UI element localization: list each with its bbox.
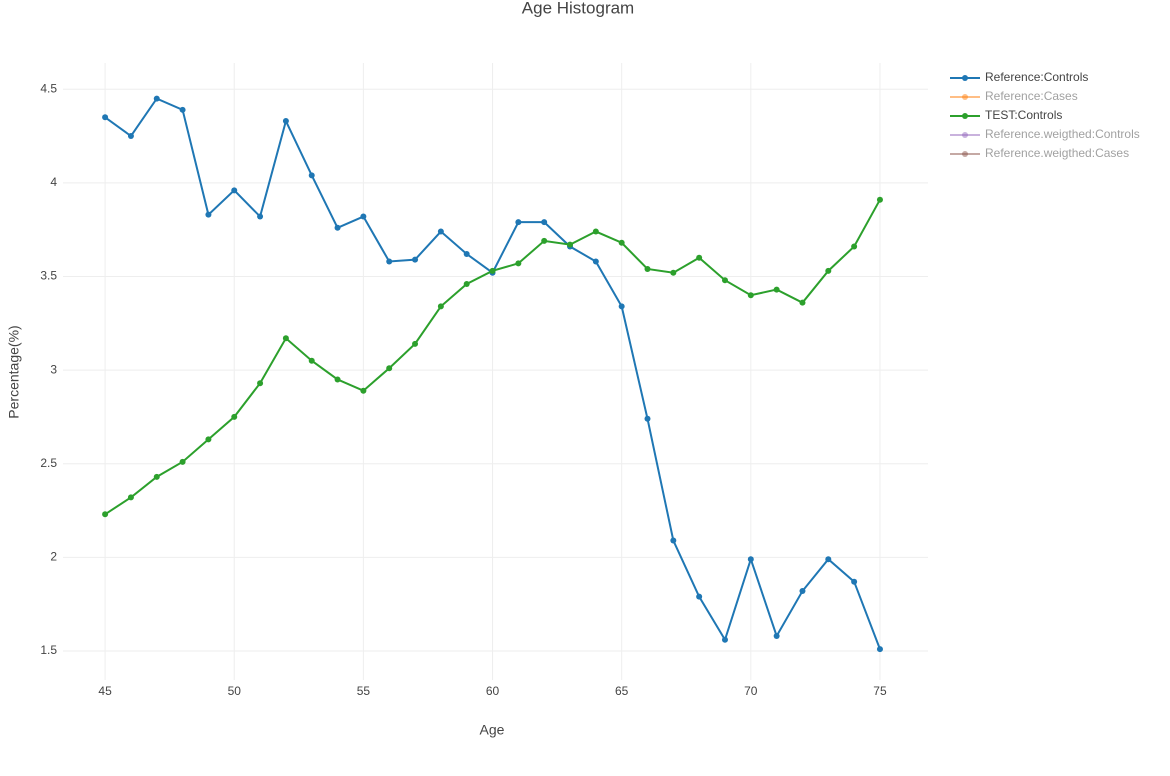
- point: [205, 436, 212, 443]
- point: [308, 357, 315, 364]
- point: [308, 172, 315, 179]
- point: [437, 303, 444, 310]
- point: [851, 243, 858, 250]
- point: [773, 632, 780, 639]
- point: [437, 228, 444, 235]
- point: [670, 269, 677, 276]
- point: [567, 241, 574, 248]
- point: [541, 219, 548, 226]
- point: [876, 196, 883, 203]
- point: [282, 335, 289, 342]
- y-tick-label: 4.5: [40, 81, 57, 95]
- x-tick-label: 65: [615, 684, 629, 698]
- point: [618, 303, 625, 310]
- x-tick-label: 55: [357, 684, 371, 698]
- legend-swatch-dot[interactable]: [962, 75, 968, 81]
- point: [515, 219, 522, 226]
- y-tick-label: 2: [50, 550, 57, 564]
- y-tick-label: 4: [50, 175, 57, 189]
- point: [412, 256, 419, 263]
- point: [799, 299, 806, 306]
- point: [825, 556, 832, 563]
- point: [463, 250, 470, 257]
- legend-label[interactable]: Reference.weigthed:Controls: [985, 127, 1140, 141]
- point: [799, 588, 806, 595]
- point: [334, 376, 341, 383]
- point: [360, 387, 367, 394]
- point: [231, 187, 238, 194]
- point: [153, 473, 160, 480]
- point: [334, 224, 341, 231]
- point: [721, 277, 728, 284]
- point: [773, 286, 780, 293]
- y-tick-label: 2.5: [40, 456, 57, 470]
- point: [463, 280, 470, 287]
- legend-label[interactable]: Reference.weigthed:Cases: [985, 146, 1129, 160]
- point: [515, 260, 522, 267]
- point: [386, 258, 393, 265]
- legend-swatch-dot[interactable]: [962, 113, 968, 119]
- point: [721, 636, 728, 643]
- point: [179, 106, 186, 113]
- legend-label[interactable]: TEST:Controls: [985, 108, 1062, 122]
- point: [618, 239, 625, 246]
- legend-label[interactable]: Reference:Controls: [985, 70, 1088, 84]
- legend-label[interactable]: Reference:Cases: [985, 89, 1078, 103]
- chart-title: Age Histogram: [522, 0, 634, 17]
- x-tick-label: 70: [744, 684, 758, 698]
- point: [592, 258, 599, 265]
- point: [876, 646, 883, 653]
- legend-swatch-dot[interactable]: [962, 151, 968, 157]
- point: [541, 237, 548, 244]
- legend-swatch-dot[interactable]: [962, 94, 968, 100]
- x-tick-label: 50: [228, 684, 242, 698]
- point: [386, 365, 393, 372]
- point: [644, 415, 651, 422]
- point: [825, 267, 832, 274]
- point: [282, 118, 289, 125]
- point: [205, 211, 212, 218]
- point: [102, 511, 109, 518]
- point: [412, 340, 419, 347]
- point: [851, 578, 858, 585]
- y-tick-label: 3.5: [40, 269, 57, 283]
- x-tick-label: 45: [98, 684, 112, 698]
- point: [696, 593, 703, 600]
- legend-swatch-dot[interactable]: [962, 132, 968, 138]
- x-tick-label: 60: [486, 684, 500, 698]
- point: [127, 494, 134, 501]
- point: [231, 413, 238, 420]
- y-axis-label: Percentage(%): [6, 325, 22, 418]
- x-axis-label: Age: [480, 722, 505, 738]
- point: [696, 254, 703, 261]
- point: [127, 133, 134, 140]
- point: [102, 114, 109, 121]
- y-tick-label: 1.5: [40, 643, 57, 657]
- point: [644, 265, 651, 272]
- x-tick-label: 75: [873, 684, 887, 698]
- point: [489, 267, 496, 274]
- point: [153, 95, 160, 102]
- point: [257, 213, 264, 220]
- point: [257, 380, 264, 387]
- point: [670, 537, 677, 544]
- point: [360, 213, 367, 220]
- point: [747, 556, 754, 563]
- point: [179, 458, 186, 465]
- point: [592, 228, 599, 235]
- y-tick-label: 3: [50, 362, 57, 376]
- point: [747, 292, 754, 299]
